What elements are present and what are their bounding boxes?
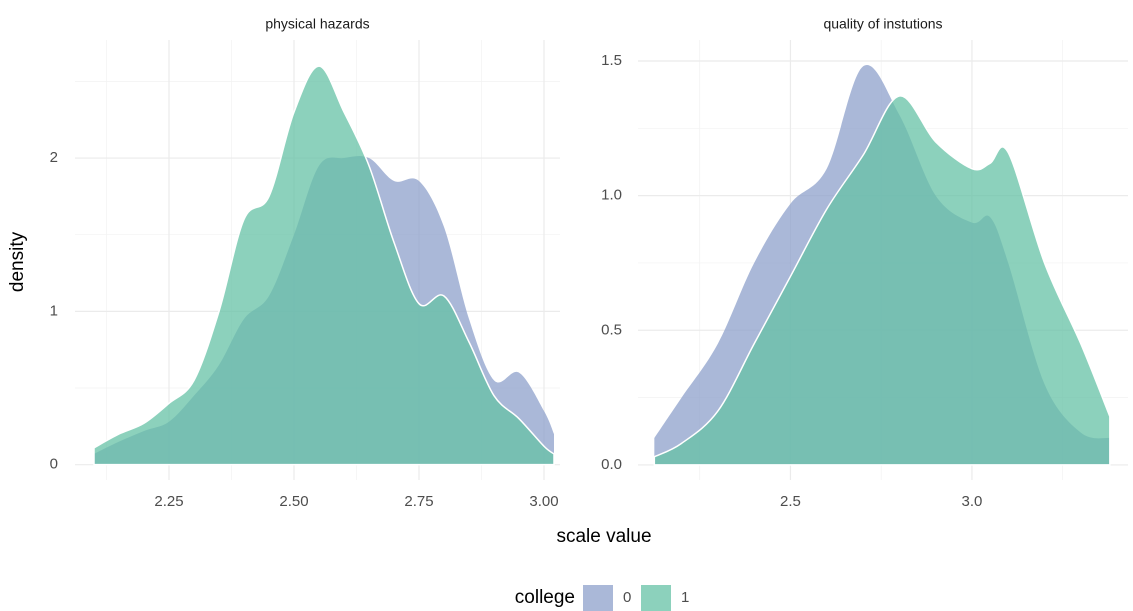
- x-tick-label: 2.5: [780, 493, 801, 510]
- legend-key: [583, 585, 613, 611]
- x-tick-label: 2.25: [154, 493, 183, 510]
- x-tick-label: 2.50: [279, 493, 308, 510]
- panel-title: quality of instutions: [823, 16, 942, 32]
- legend-label: 0: [623, 589, 631, 606]
- legend-label: 1: [681, 589, 689, 606]
- y-tick-label: 1.5: [601, 52, 622, 69]
- y-tick-label: 1: [50, 302, 58, 319]
- density-area: [653, 95, 1111, 466]
- panel-title: physical hazards: [265, 16, 369, 32]
- x-axis-label: scale value: [556, 526, 651, 547]
- density-area: [93, 65, 555, 466]
- y-tick-label: 0.0: [601, 456, 622, 473]
- y-tick-label: 2: [50, 149, 58, 166]
- y-tick-label: 1.0: [601, 187, 622, 204]
- y-tick-label: 0.5: [601, 321, 622, 338]
- legend-title: college: [515, 587, 575, 608]
- x-tick-label: 2.75: [404, 493, 433, 510]
- x-tick-label: 3.0: [961, 493, 982, 510]
- y-axis-label: density: [7, 231, 28, 292]
- y-tick-label: 0: [50, 456, 58, 473]
- legend-key: [641, 585, 671, 611]
- x-tick-label: 3.00: [529, 493, 558, 510]
